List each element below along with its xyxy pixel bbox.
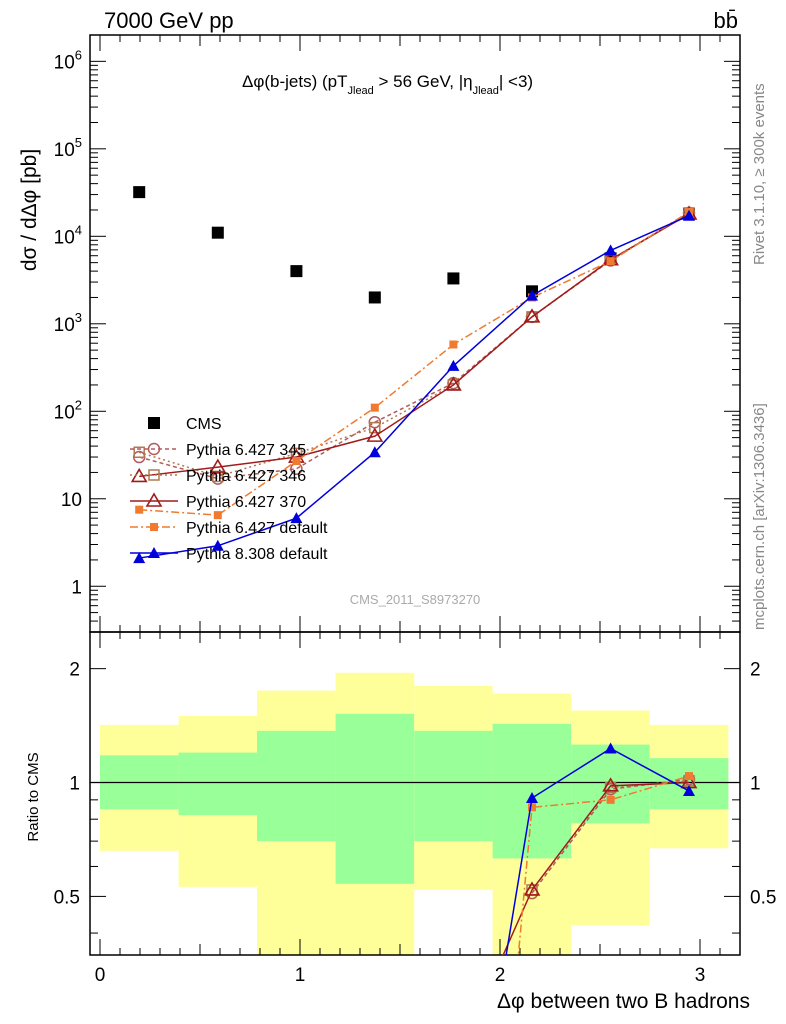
data-point — [133, 186, 146, 199]
rivet-label: Rivet 3.1.10, ≥ 300k events — [751, 83, 768, 265]
data-point — [447, 272, 460, 285]
data-point — [145, 492, 163, 507]
data-point — [523, 308, 541, 323]
series-line — [139, 211, 690, 516]
data-point — [445, 376, 462, 391]
data-point — [606, 795, 615, 804]
legend-label: Pythia 6.427 346 — [186, 468, 306, 485]
data-point — [150, 523, 158, 531]
ratio-ylabel: Ratio to CMS — [25, 752, 42, 841]
data-point — [683, 784, 695, 796]
data-point — [368, 291, 381, 304]
ratio-series-line — [502, 781, 690, 955]
y-tick-label: 102 — [54, 397, 82, 423]
band-inner — [257, 730, 336, 842]
title-prefix: Δφ(b-jets) (pT — [242, 72, 348, 91]
data-point — [133, 552, 146, 564]
data-point — [213, 511, 222, 520]
main-frame — [89, 34, 741, 633]
y-tick-label: 1 — [71, 577, 82, 598]
x-tick-label: 2 — [495, 965, 506, 986]
data-point — [209, 458, 227, 473]
ratio-series-group — [502, 742, 698, 955]
title-sub2: Jlead — [473, 85, 499, 97]
band-inner — [335, 713, 415, 884]
legend-label: CMS — [186, 416, 222, 433]
ratio-y-tick-label: 2 — [750, 660, 761, 681]
y-tick-label: 10 — [61, 490, 82, 511]
x-tick-label: 0 — [95, 965, 106, 986]
data-point — [683, 209, 695, 221]
series-line — [139, 212, 690, 480]
y-tick-label: 105 — [54, 135, 82, 161]
data-point — [148, 469, 160, 481]
data-point — [148, 417, 160, 429]
data-point — [604, 742, 617, 754]
data-point — [135, 505, 144, 514]
xlabel: Δφ between two B hadrons — [497, 990, 750, 1013]
ratio-y-tick-label: 0.5 — [54, 887, 80, 908]
series-line — [139, 213, 690, 478]
legend-label: Pythia 6.427 370 — [186, 494, 306, 511]
data-point — [370, 403, 379, 412]
ratio-y-tick-label: 2 — [69, 660, 80, 681]
header-left-label: 7000 GeV pp — [104, 8, 234, 33]
data-point — [685, 772, 693, 781]
legend-label: Pythia 6.427 default — [186, 520, 328, 537]
ratio-y-tick-label: 1 — [750, 774, 761, 795]
data-point — [366, 427, 384, 442]
band-inner — [492, 723, 572, 859]
title-suffix: | <3) — [499, 72, 533, 91]
mcplots-label: mcplots.cern.ch [arXiv:1306.3436] — [751, 403, 768, 630]
ratio-series-line — [517, 775, 690, 955]
legend-label: Pythia 6.427 345 — [186, 442, 306, 459]
watermark: CMS_2011_S8973270 — [350, 592, 481, 607]
data-point — [133, 446, 145, 459]
y-tick-label: 106 — [54, 47, 82, 73]
ratio-panel: 0 1 2 3 0.5 0.5 1 1 2 2 — [54, 631, 776, 986]
data-point — [449, 340, 458, 349]
data-point — [290, 512, 303, 524]
title-sub1: Jlead — [348, 85, 374, 97]
x-tick-label: 1 — [295, 965, 306, 986]
y-tick-label: 103 — [54, 310, 82, 336]
data-point — [526, 289, 538, 301]
data-point — [528, 803, 536, 812]
header-right-label: bb̄ — [714, 8, 738, 33]
main-title: Δφ(b-jets) (pTJlead > 56 GeV, |ηJlead| <… — [242, 72, 533, 97]
main-panel: 1 10 102 103 104 105 106 CMS Pythia 6.427 345 Pyt… — [54, 34, 741, 633]
main-ylabel: dσ / dΔφ [pb] — [18, 149, 41, 271]
legend-label: Pythia 8.308 default — [186, 546, 328, 563]
data-point — [290, 265, 303, 278]
data-point — [602, 777, 619, 792]
ratio-y-tick-label: 0.5 — [750, 887, 776, 908]
series-line — [139, 215, 690, 559]
data-point — [292, 457, 301, 466]
data-point — [526, 792, 538, 804]
data-point — [369, 421, 381, 434]
data-point — [368, 446, 381, 458]
x-tick-label: 3 — [695, 965, 706, 986]
ratio-y-tick-label: 1 — [69, 774, 80, 795]
data-point — [523, 881, 541, 896]
y-tick-label: 104 — [54, 222, 82, 248]
data-point — [447, 359, 460, 371]
band-inner — [414, 730, 493, 842]
data-point — [211, 226, 224, 239]
data-point — [147, 442, 161, 456]
data-point — [606, 257, 615, 266]
data-point — [211, 539, 224, 551]
data-point — [604, 244, 617, 256]
ratio-frame — [89, 631, 741, 956]
data-point — [148, 547, 160, 558]
title-middle: > 56 GeV, |η — [374, 72, 473, 91]
ratio-series-line — [505, 747, 690, 955]
band-inner — [178, 752, 257, 816]
